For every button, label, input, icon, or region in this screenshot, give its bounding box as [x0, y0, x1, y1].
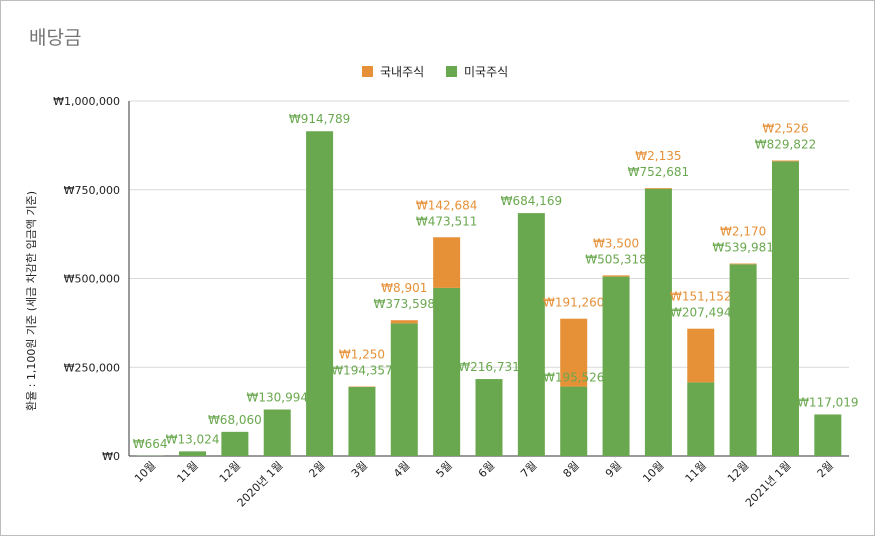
bar-us-stock: [179, 451, 207, 456]
bar-domestic-stock: [390, 320, 418, 324]
bar-us-stock: [687, 382, 715, 456]
bar-us-stock: [348, 387, 376, 456]
y-tick-label: ₩1,000,000: [53, 95, 120, 108]
bar-us-stock: [433, 287, 461, 456]
data-label-us: ₩505,318: [585, 252, 647, 266]
y-tick-label: ₩250,000: [64, 361, 120, 374]
bar-us-stock: [475, 379, 503, 456]
data-label-domestic: ₩2,526: [762, 122, 808, 136]
y-tick-label: ₩750,000: [64, 184, 120, 197]
bar-us-stock: [263, 409, 291, 456]
x-tick-label: 2월: [306, 459, 327, 480]
data-label-us: ₩207,494: [670, 306, 732, 320]
bar-us-stock: [771, 161, 799, 456]
data-label-us: ₩130,994: [246, 390, 308, 404]
bar-us-stock: [390, 323, 418, 456]
x-tick-label: 5월: [433, 459, 454, 480]
x-tick-label: 10월: [132, 459, 158, 485]
data-label-us: ₩752,681: [628, 165, 690, 179]
data-label-domestic: ₩2,135: [635, 149, 681, 163]
x-tick-label: 6월: [476, 459, 497, 480]
legend-label-us: 미국주식: [464, 65, 509, 79]
data-label-us: ₩473,511: [416, 214, 478, 228]
bar-us-stock: [729, 264, 757, 456]
chart-title: 배당금: [29, 27, 82, 49]
legend-swatch-us: [446, 66, 457, 77]
data-label-us: ₩684,169: [501, 194, 563, 208]
data-label-us: ₩914,789: [289, 112, 351, 126]
bar-us-stock: [221, 431, 249, 456]
data-label-us: ₩195,526: [543, 371, 605, 385]
bar-domestic-stock: [560, 318, 588, 387]
x-tick-label: 12월: [217, 459, 243, 485]
bar-us-stock: [602, 276, 630, 456]
data-label-us: ₩829,822: [755, 138, 817, 152]
bar-us-stock: [306, 131, 334, 456]
bar-us-stock: [814, 414, 842, 456]
x-tick-label: 2020년 1월: [235, 459, 286, 510]
data-label-us: ₩117,019: [797, 395, 859, 409]
x-tick-label: 2월: [815, 459, 836, 480]
y-tick-label: ₩0: [102, 450, 120, 463]
y-tick-label: ₩500,000: [64, 273, 120, 286]
bar-domestic-stock: [729, 263, 757, 265]
x-tick-label: 7월: [518, 459, 539, 480]
legend-label-domestic: 국내주식: [380, 65, 425, 79]
x-tick-label: 10월: [640, 459, 666, 485]
legend-swatch-domestic: [362, 66, 373, 77]
data-label-domestic: ₩3,500: [593, 236, 639, 250]
data-label-us: ₩664: [133, 437, 168, 451]
x-tick-label: 11월: [174, 459, 200, 485]
data-label-us: ₩373,598: [374, 297, 436, 311]
bar-us-stock: [644, 188, 672, 456]
data-label-us: ₩539,981: [712, 241, 774, 255]
data-label-us: ₩68,060: [208, 413, 262, 427]
x-tick-label: 11월: [683, 459, 709, 485]
bar-us-stock: [560, 386, 588, 456]
bar-domestic-stock: [687, 328, 715, 383]
data-label-domestic: ₩142,684: [416, 198, 478, 212]
data-label-us: ₩13,024: [166, 432, 220, 446]
bar-domestic-stock: [433, 237, 461, 288]
data-label-us: ₩194,357: [331, 364, 393, 378]
data-label-domestic: ₩8,901: [381, 281, 427, 295]
bar-domestic-stock: [771, 160, 799, 162]
data-label-domestic: ₩2,170: [720, 225, 766, 239]
data-label-domestic: ₩191,260: [543, 296, 605, 310]
data-label-domestic: ₩1,250: [339, 348, 385, 362]
data-label-us: ₩216,731: [458, 360, 520, 374]
bar-domestic-stock: [602, 275, 630, 277]
x-tick-label: 2021년 1월: [743, 459, 794, 510]
bar-us-stock: [517, 213, 545, 456]
x-tick-label: 3월: [349, 459, 370, 480]
bar-domestic-stock: [644, 188, 672, 189]
legend-item-domestic[interactable]: 국내주식: [362, 63, 424, 80]
x-tick-label: 4월: [391, 459, 412, 480]
x-tick-label: 9월: [603, 459, 624, 480]
x-tick-label: 12월: [725, 459, 751, 485]
legend-item-us[interactable]: 미국주식: [446, 63, 508, 80]
x-tick-label: 8월: [561, 459, 582, 480]
data-label-domestic: ₩151,152: [670, 290, 732, 304]
